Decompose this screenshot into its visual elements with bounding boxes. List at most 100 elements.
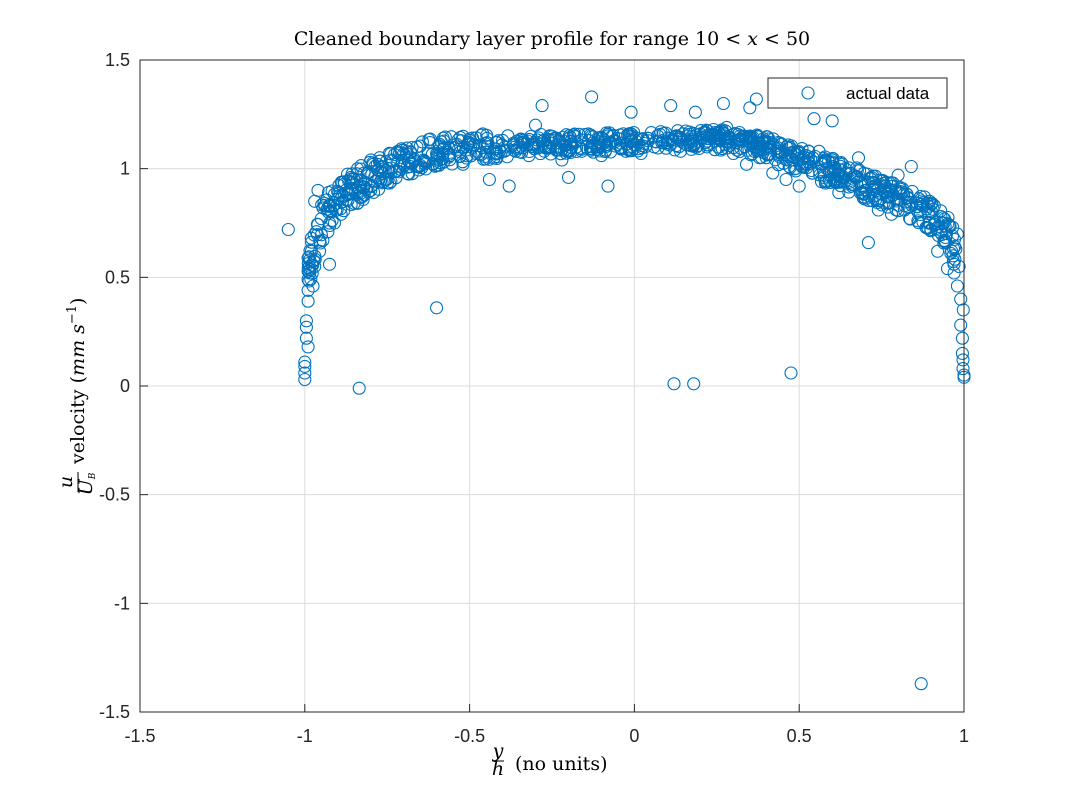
- svg-text:h: h: [492, 758, 504, 780]
- data-point: [746, 136, 760, 150]
- x-tick-label: 0.5: [787, 726, 812, 746]
- data-point: [812, 164, 827, 178]
- data-point: [298, 372, 312, 387]
- data-point: [443, 149, 457, 163]
- data-point: [688, 105, 702, 119]
- data-point: [585, 90, 599, 104]
- data-point: [904, 159, 918, 174]
- y-axis-label: u UB velocity (mm s−1): [55, 298, 98, 496]
- data-point: [726, 146, 740, 161]
- data-point: [430, 146, 444, 161]
- data-point: [931, 244, 945, 258]
- data-point: [321, 225, 335, 239]
- data-point: [687, 377, 701, 391]
- data-point: [298, 355, 312, 369]
- data-point: [556, 130, 570, 144]
- data-point: [301, 340, 315, 354]
- y-tick-label: 1: [120, 159, 130, 179]
- data-point: [489, 142, 503, 156]
- data-point: [673, 144, 688, 158]
- data-point: [956, 362, 970, 376]
- data-point: [304, 244, 318, 258]
- data-points: [281, 90, 971, 691]
- data-point: [352, 381, 366, 395]
- y-tick-label: 0: [120, 376, 130, 396]
- data-point: [341, 188, 355, 202]
- data-point: [749, 92, 763, 106]
- data-point: [299, 320, 313, 334]
- data-point: [664, 99, 678, 113]
- data-point: [299, 314, 313, 328]
- data-point: [541, 132, 555, 146]
- data-point: [303, 253, 317, 267]
- data-point: [489, 136, 503, 150]
- data-point: [654, 125, 668, 139]
- data-point: [327, 198, 341, 213]
- data-point: [461, 136, 475, 150]
- data-point: [792, 179, 806, 193]
- data-point: [333, 188, 347, 203]
- data-point: [377, 175, 391, 189]
- data-point: [624, 105, 638, 119]
- data-point: [843, 167, 858, 181]
- data-point: [311, 183, 325, 197]
- data-point: [344, 170, 358, 184]
- data-point: [614, 142, 628, 156]
- data-point: [762, 132, 776, 146]
- data-point: [394, 159, 408, 173]
- data-point: [865, 170, 879, 184]
- data-point: [760, 148, 774, 162]
- data-point: [934, 209, 948, 224]
- data-point: [384, 175, 398, 189]
- data-point: [825, 153, 839, 167]
- data-point: [898, 199, 912, 213]
- data-point: [621, 129, 635, 143]
- data-point: [872, 193, 886, 207]
- data-point: [779, 172, 793, 187]
- data-point: [354, 159, 368, 173]
- data-point: [952, 259, 966, 274]
- data-point: [777, 156, 791, 170]
- data-point: [314, 212, 328, 226]
- x-axis-label: y h (no units): [492, 740, 608, 780]
- data-point: [914, 677, 928, 691]
- data-point: [405, 167, 419, 181]
- data-point: [805, 166, 819, 180]
- data-point: [790, 148, 804, 162]
- x-tick-label: -1: [297, 726, 313, 746]
- data-point: [925, 196, 939, 210]
- data-point: [891, 198, 905, 212]
- data-point: [397, 146, 411, 161]
- data-point: [743, 131, 757, 145]
- data-point: [530, 133, 544, 147]
- data-point: [322, 257, 337, 271]
- data-point: [766, 166, 780, 180]
- x-tick-label: -1.5: [124, 726, 155, 746]
- data-point: [442, 141, 456, 155]
- data-point: [581, 127, 595, 141]
- data-point: [410, 140, 424, 154]
- svg-text:u: u: [55, 476, 77, 488]
- data-point: [783, 160, 797, 175]
- data-point: [660, 136, 674, 150]
- data-point: [608, 133, 622, 147]
- data-point: [281, 222, 295, 237]
- data-point: [301, 283, 315, 297]
- data-point: [634, 146, 648, 161]
- data-point: [917, 190, 931, 204]
- svg-text:(no units): (no units): [515, 753, 607, 775]
- data-point: [943, 219, 957, 233]
- data-point: [830, 167, 844, 181]
- data-point: [350, 162, 365, 176]
- data-point: [490, 151, 504, 166]
- data-point: [799, 149, 813, 163]
- svg-text:velocity (mm s−1): velocity (mm s−1): [65, 298, 89, 465]
- data-point: [832, 186, 846, 200]
- data-point: [308, 252, 322, 266]
- data-point: [542, 140, 556, 154]
- data-point: [753, 151, 767, 165]
- data-point: [403, 159, 417, 174]
- data-point: [496, 133, 510, 147]
- data-point: [528, 118, 543, 132]
- data-point: [956, 353, 970, 367]
